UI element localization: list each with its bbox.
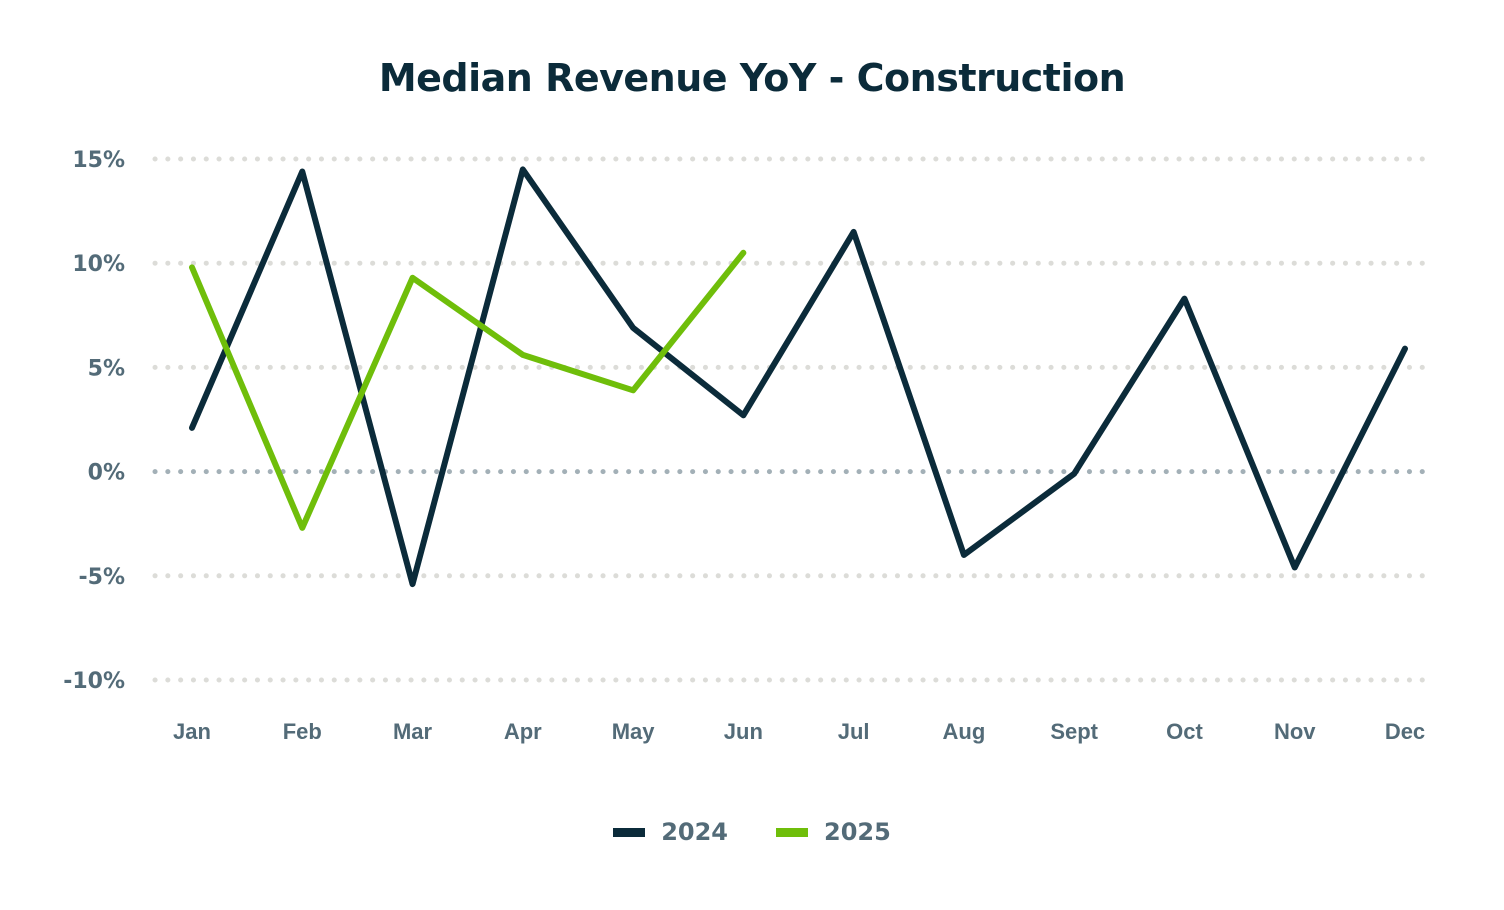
y-tick-label: 0%	[88, 461, 125, 486]
legend-label: 2024	[661, 818, 728, 846]
y-tick-label: -10%	[63, 669, 125, 694]
legend-item-2024: 2024	[613, 818, 728, 846]
x-tick-label: Apr	[504, 719, 542, 744]
y-tick-label: 10%	[72, 252, 125, 277]
legend-label: 2025	[824, 818, 891, 846]
x-tick-label: Dec	[1385, 719, 1425, 744]
x-tick-label: Aug	[943, 719, 986, 744]
series-line-2025	[189, 249, 747, 531]
x-axis-ticks: Jan Feb Mar Apr May Jun Jul Aug Sept Oct Nov Dec	[173, 719, 1425, 744]
y-tick-label: -5%	[79, 565, 125, 590]
legend-swatch	[776, 827, 808, 837]
x-tick-label: Jan	[173, 719, 211, 744]
y-axis-ticks: 15% 10% 5% 0% -5% -10%	[63, 148, 125, 694]
legend-item-2025: 2025	[776, 818, 891, 846]
x-tick-label: Nov	[1274, 719, 1316, 744]
x-tick-label: Jun	[724, 719, 763, 744]
legend-swatch	[613, 827, 646, 837]
series-line-2024	[189, 166, 1408, 588]
legend: 2024 2025	[0, 818, 1504, 846]
x-tick-label: Jul	[838, 719, 870, 744]
x-tick-label: Mar	[393, 719, 433, 744]
y-tick-label: 15%	[72, 148, 125, 173]
x-tick-label: Oct	[1166, 719, 1203, 744]
y-tick-label: 5%	[88, 356, 125, 381]
x-tick-label: May	[612, 719, 656, 744]
series-lines	[189, 166, 1408, 588]
x-tick-label: Feb	[283, 719, 322, 744]
x-tick-label: Sept	[1050, 719, 1098, 744]
chart-title: Median Revenue YoY - Construction	[378, 56, 1126, 100]
